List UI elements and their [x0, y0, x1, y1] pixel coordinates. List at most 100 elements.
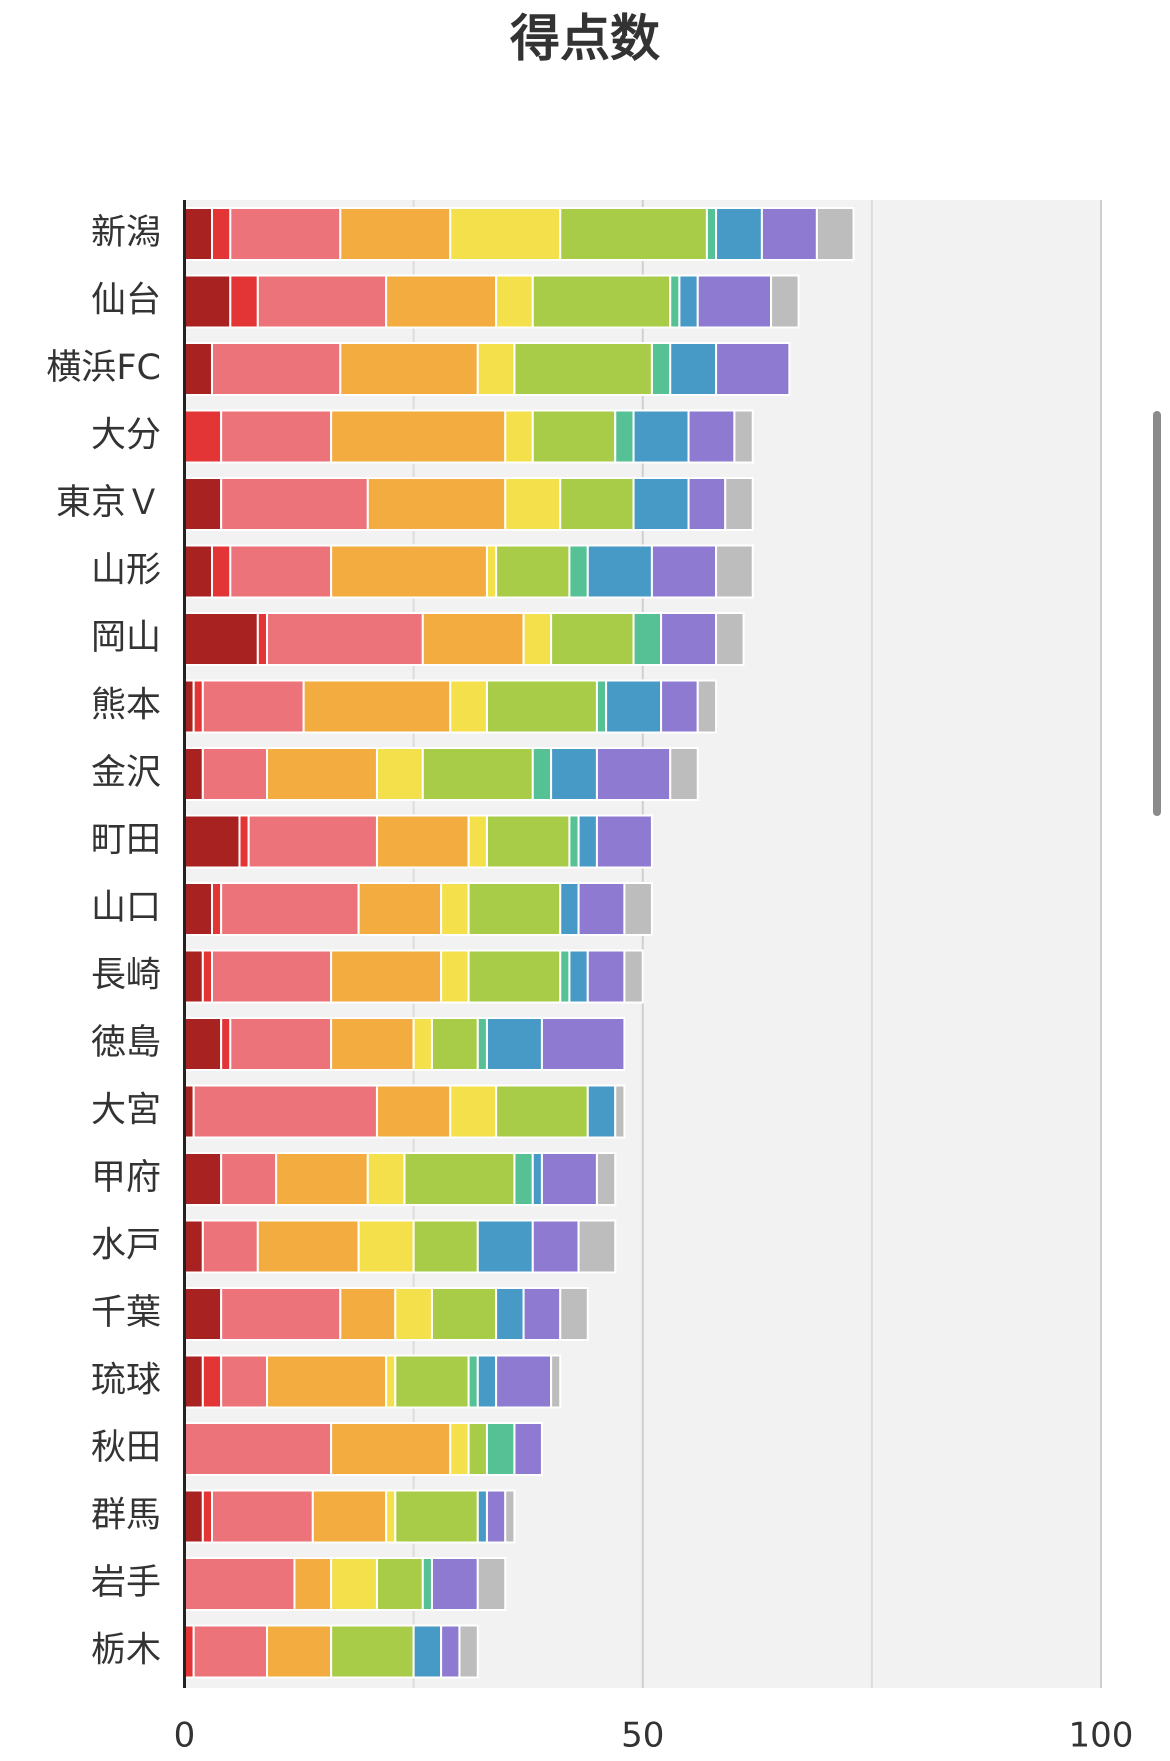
bar-segment	[595, 747, 672, 801]
bar-segment	[458, 1624, 479, 1679]
bar-segment	[467, 1354, 479, 1409]
bar-segment	[302, 679, 452, 734]
bar-segment	[623, 882, 653, 936]
bar-segment	[220, 1017, 232, 1071]
bar-segment	[632, 612, 663, 666]
bar-segment	[403, 1152, 516, 1206]
bar-segment	[201, 747, 268, 801]
bar-segment	[449, 207, 562, 261]
bar-segment	[577, 1219, 617, 1274]
bar-segment	[687, 409, 736, 464]
bar-segment	[586, 949, 626, 1004]
bar-segment	[696, 679, 718, 734]
bar-segment	[632, 477, 690, 531]
bar-segment	[559, 1287, 589, 1341]
bar-segment	[220, 477, 369, 531]
bar-segment	[495, 544, 571, 599]
bar-segment	[183, 207, 213, 261]
bar-segment	[495, 1287, 525, 1341]
bar-segment	[440, 949, 470, 1004]
bar-segment	[559, 477, 635, 531]
y-tick-label: 岡山	[91, 618, 161, 658]
bar-segment	[220, 409, 333, 464]
y-tick-label: 徳島	[91, 1023, 161, 1063]
y-tick-label: 千葉	[91, 1293, 161, 1333]
bar-segment	[467, 882, 562, 936]
bar-segment	[339, 1287, 397, 1341]
bar-segment	[210, 1489, 314, 1544]
bar-segment	[504, 409, 534, 464]
bar-segment	[550, 612, 635, 666]
bar-segment	[183, 1422, 333, 1476]
bar-segment	[192, 1084, 378, 1139]
bar-segment	[669, 747, 699, 801]
bar-segment	[485, 1489, 507, 1544]
bar-segment	[513, 1422, 543, 1476]
bar-segment	[256, 612, 268, 666]
bar-segment	[605, 679, 663, 734]
bar-segment	[330, 949, 443, 1004]
y-tick-label: 新潟	[91, 213, 161, 253]
bar-segment	[705, 207, 718, 261]
bar-segment	[660, 679, 699, 734]
bar-segment	[421, 1557, 433, 1611]
bar-segment	[330, 1624, 415, 1679]
bar-segment	[449, 679, 488, 734]
bar-segment	[531, 409, 617, 464]
bar-segment	[385, 1489, 397, 1544]
bar-segment	[183, 1489, 204, 1544]
bar-segment	[210, 544, 232, 599]
bar-segment	[724, 477, 754, 531]
bar-segment	[715, 612, 745, 666]
bar-segment	[595, 1152, 617, 1206]
bar-segment	[339, 207, 452, 261]
bar-segment	[220, 1354, 268, 1409]
bar-segment	[632, 409, 690, 464]
bar-segment	[449, 1084, 498, 1139]
bar-segment	[183, 477, 223, 531]
bar-segment	[513, 342, 653, 396]
bar-segment	[678, 274, 699, 329]
bar-segment	[485, 1017, 543, 1071]
bar-segment	[183, 342, 213, 396]
bar-segment	[330, 1017, 415, 1071]
bar-segment	[485, 814, 571, 869]
bar-segment	[577, 882, 626, 936]
bar-segment	[430, 1017, 479, 1071]
bar-segment	[183, 544, 213, 599]
bar-segment	[366, 477, 507, 531]
bar-segment	[715, 207, 763, 261]
bar-segment	[293, 1557, 333, 1611]
bar-segment	[614, 409, 635, 464]
y-tick-label: 栃木	[91, 1631, 161, 1671]
bar-segment	[568, 949, 589, 1004]
bar-segment	[770, 274, 800, 329]
bar-segment	[330, 544, 488, 599]
bar-segment	[550, 747, 598, 801]
bar-segment	[476, 1354, 498, 1409]
bar-segment	[183, 409, 223, 464]
bar-segment	[440, 1624, 461, 1679]
bar-segment	[577, 814, 598, 869]
bar-segment	[183, 814, 241, 869]
bar-segment	[265, 612, 424, 666]
bar-segment	[421, 747, 534, 801]
bar-segment	[815, 207, 855, 261]
scrollbar[interactable]	[1153, 411, 1161, 816]
bar-segment	[476, 1219, 534, 1274]
bar-segment	[476, 1489, 488, 1544]
bar-segment	[568, 544, 589, 599]
y-tick-label: 甲府	[91, 1158, 161, 1198]
bar-segment	[183, 747, 204, 801]
bar-segment	[265, 1354, 388, 1409]
bar-segment	[201, 679, 305, 734]
bar-segment	[210, 882, 223, 936]
bar-segment	[669, 274, 681, 329]
bar-segment	[375, 1084, 452, 1139]
bar-segment	[495, 274, 534, 329]
bar-segment	[238, 814, 250, 869]
bar-segment	[467, 1422, 488, 1476]
bar-segment	[559, 882, 580, 936]
bar-segment	[220, 1287, 342, 1341]
